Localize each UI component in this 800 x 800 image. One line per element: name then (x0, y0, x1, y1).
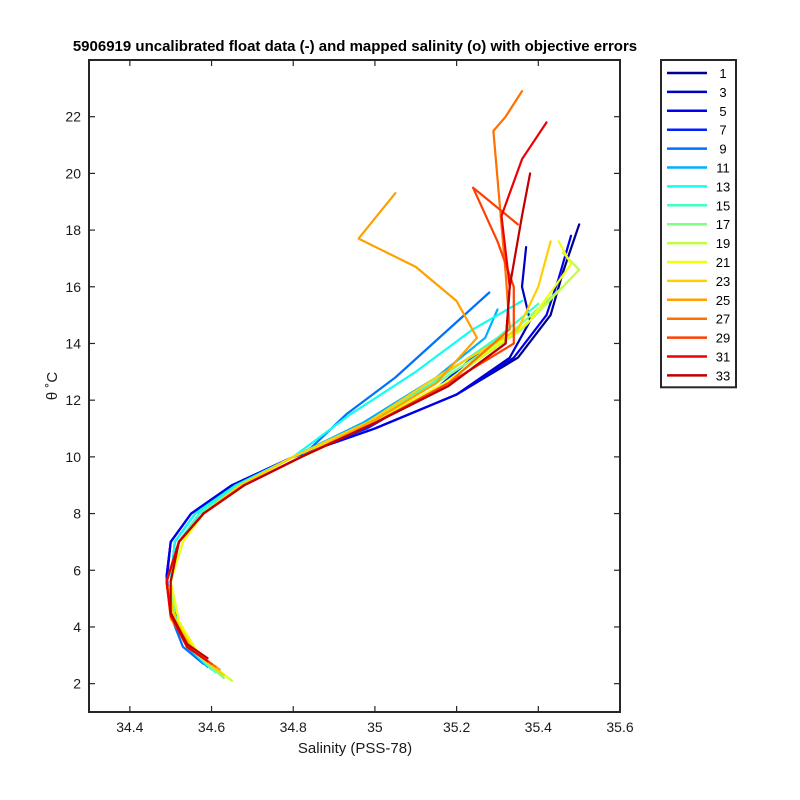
x-axis-ticks: 34.4 34.6 34.8 35 35.2 35.4 35.6 (116, 60, 634, 735)
series-line-33 (169, 172, 532, 660)
x-axis-label: Salinity (PSS-78) (298, 740, 412, 757)
legend-label-25: 25 (716, 293, 730, 308)
legend-label-3: 3 (719, 85, 726, 100)
y-axis-ticks: 2 4 6 8 10 12 14 16 18 20 22 (65, 109, 620, 692)
legend-label-17: 17 (716, 217, 730, 232)
y-tick-label: 14 (65, 335, 81, 351)
legend-label-11: 11 (716, 161, 730, 176)
series-line-27 (165, 90, 524, 668)
x-tick-label: 34.8 (280, 719, 307, 735)
series-line-5 (165, 234, 573, 668)
series-line-31 (165, 121, 548, 663)
y-tick-label: 6 (73, 562, 81, 578)
series-line-25 (165, 192, 479, 671)
y-tick-label: 22 (65, 109, 81, 125)
y-axis-label: θ ˚C (44, 372, 61, 401)
series-line-29 (165, 186, 520, 665)
y-tick-label: 12 (65, 392, 81, 408)
x-tick-label: 35.6 (606, 719, 633, 735)
legend-label-15: 15 (716, 198, 730, 213)
plot-lines (165, 90, 581, 682)
legend-label-13: 13 (716, 179, 730, 194)
legend-label-31: 31 (716, 350, 730, 365)
series-line-19 (169, 251, 581, 682)
series-line-11 (169, 308, 499, 668)
y-tick-label: 10 (65, 449, 81, 465)
series-line-23 (165, 240, 552, 677)
y-tick-label: 18 (65, 222, 81, 238)
legend-label-27: 27 (716, 312, 730, 327)
chart-title: 5906919 uncalibrated float data (-) and … (73, 38, 637, 55)
series-line-1 (165, 223, 581, 668)
legend-label-23: 23 (716, 274, 730, 289)
x-tick-label: 34.4 (116, 719, 143, 735)
y-tick-label: 4 (73, 619, 81, 635)
y-tick-label: 20 (65, 165, 81, 181)
legend-label-9: 9 (719, 142, 726, 157)
series-line-3 (165, 246, 532, 668)
legend-label-21: 21 (716, 255, 730, 270)
x-tick-label: 35 (367, 719, 383, 735)
legend-label-7: 7 (719, 123, 726, 138)
x-tick-label: 35.2 (443, 719, 470, 735)
y-tick-label: 2 (73, 676, 81, 692)
legend-label-5: 5 (719, 104, 726, 119)
legend-label-33: 33 (716, 368, 730, 383)
legend-label-19: 19 (716, 236, 730, 251)
y-tick-label: 16 (65, 279, 81, 295)
y-tick-label: 8 (73, 506, 81, 522)
legend-label-1: 1 (719, 66, 726, 81)
x-tick-label: 35.4 (525, 719, 552, 735)
legend-label-29: 29 (716, 331, 730, 346)
x-tick-label: 34.6 (198, 719, 225, 735)
series-line-9 (169, 291, 491, 665)
plot-frame (88, 59, 621, 713)
